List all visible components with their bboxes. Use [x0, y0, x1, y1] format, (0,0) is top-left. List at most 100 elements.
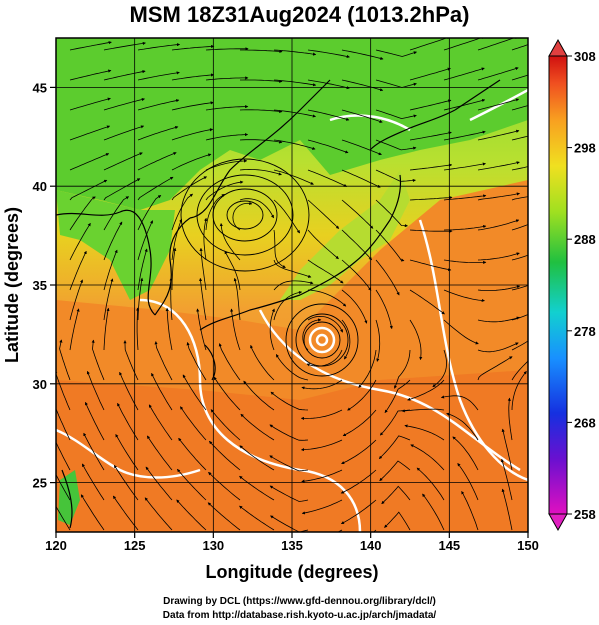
- streamline: [137, 99, 180, 111]
- streamline: [375, 319, 381, 362]
- streamline: [307, 49, 350, 59]
- streamline: [307, 259, 344, 284]
- streamline: [409, 289, 445, 315]
- streamline: [341, 289, 368, 324]
- streamline: [103, 249, 118, 291]
- streamline: [273, 49, 317, 56]
- streamline: [375, 289, 393, 330]
- streamline: [300, 409, 343, 420]
- streamline: [177, 468, 207, 501]
- x-tick-label: 125: [124, 538, 146, 553]
- streamline: [203, 217, 208, 261]
- map-area: [56, 38, 528, 532]
- streamline: [224, 250, 241, 291]
- streamline: [69, 125, 111, 141]
- streamline: [209, 440, 241, 471]
- streamline: [477, 219, 520, 231]
- streamline: [103, 221, 123, 261]
- streamline: [443, 259, 487, 265]
- streamline: [239, 139, 283, 144]
- streamline: [171, 193, 194, 231]
- streamline: [151, 372, 173, 411]
- streamline: [507, 397, 513, 441]
- streamline: [341, 109, 383, 123]
- streamline: [205, 193, 225, 231]
- streamline: [511, 74, 528, 81]
- coastlines: [56, 79, 501, 529]
- streamline: [407, 379, 445, 401]
- streamline: [307, 169, 348, 187]
- streamline: [443, 162, 487, 171]
- streamline: [69, 41, 112, 51]
- streamline: [409, 38, 451, 51]
- streamline: [269, 485, 309, 502]
- streamline: [443, 130, 486, 141]
- streamline: [409, 195, 453, 201]
- streamline: [401, 408, 445, 413]
- streamline: [511, 285, 528, 291]
- streamline: [511, 135, 528, 141]
- streamline: [240, 49, 283, 54]
- streamline: [306, 349, 343, 367]
- streamline: [341, 319, 351, 360]
- streamline: [300, 439, 343, 452]
- streamline: [232, 201, 253, 231]
- streamline: [443, 194, 487, 201]
- streamline: [375, 259, 400, 296]
- streamline: [378, 435, 411, 459]
- streamline: [171, 247, 177, 290]
- streamline: [250, 344, 275, 381]
- streamline: [443, 98, 486, 111]
- streamline: [443, 67, 485, 81]
- streamline: [375, 199, 408, 228]
- streamline: [477, 285, 521, 291]
- streamline: [137, 176, 174, 201]
- streamline: [273, 199, 301, 234]
- streamline: [56, 407, 71, 441]
- streamline: [176, 499, 207, 531]
- streamline: [477, 252, 520, 261]
- x-tick-label: 150: [517, 538, 539, 553]
- streamline: [301, 469, 343, 483]
- y-axis: 25 30 35 40 45: [33, 80, 56, 491]
- streamline: [409, 319, 423, 361]
- streamline: [384, 511, 411, 531]
- streamline: [144, 497, 173, 531]
- grid-lines: [56, 38, 528, 532]
- streamline: [511, 340, 528, 351]
- streamline: [477, 129, 520, 141]
- streamline: [148, 404, 173, 441]
- y-tick-label: 40: [33, 179, 47, 194]
- colorbar-tick-label: 278: [574, 324, 596, 339]
- streamline: [239, 505, 275, 531]
- streamline: [69, 222, 91, 261]
- streamline: [69, 97, 111, 111]
- x-tick-label: 140: [360, 538, 382, 553]
- colorbar-tick-label: 258: [574, 507, 596, 522]
- streamline: [86, 370, 105, 411]
- streamline: [137, 220, 153, 261]
- streamline: [461, 490, 479, 531]
- streamline: [103, 196, 130, 231]
- streamline: [477, 192, 521, 201]
- streamline: [307, 289, 347, 307]
- streamline: [381, 485, 411, 505]
- streamline: [103, 278, 114, 321]
- streamline: [500, 458, 513, 501]
- colorbar-tick-label: 308: [574, 49, 596, 64]
- streamline: [230, 308, 241, 351]
- streamline: [182, 374, 207, 411]
- streamline: [210, 409, 241, 441]
- streamline: [422, 493, 445, 531]
- streamline: [375, 139, 417, 151]
- streamline: [239, 475, 275, 501]
- streamline: [273, 79, 317, 87]
- streamline: [511, 196, 528, 201]
- streamline: [273, 229, 286, 268]
- streamline: [375, 109, 417, 120]
- streamline: [501, 488, 513, 531]
- streamline: [171, 176, 208, 201]
- streamline: [384, 379, 411, 414]
- streamline: [446, 412, 479, 441]
- colorbar-bar: [548, 55, 568, 515]
